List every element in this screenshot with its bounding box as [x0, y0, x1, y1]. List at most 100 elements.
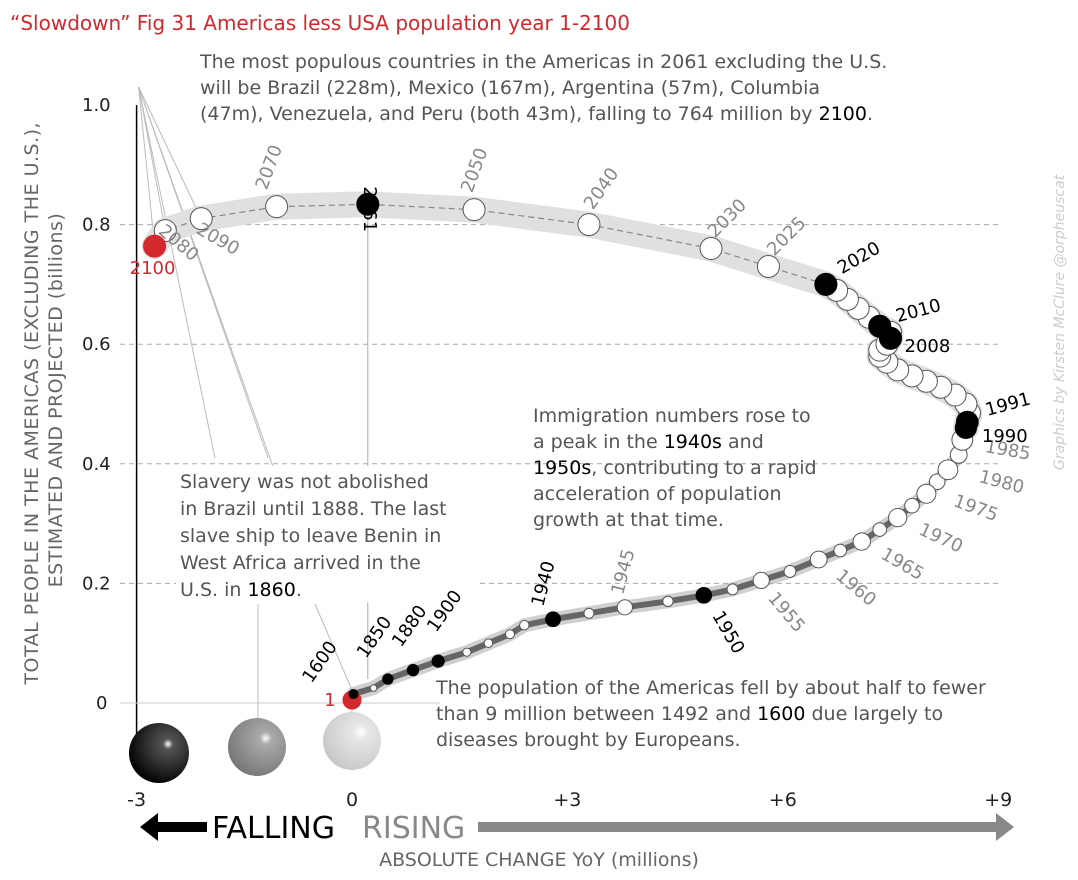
year-label-1991: 1991	[983, 389, 1033, 421]
rising-label: RISING	[362, 811, 465, 846]
year-label-2040: 2040	[580, 164, 623, 214]
point-2030	[699, 237, 723, 261]
point-1960	[809, 550, 828, 569]
trajectory-dot	[783, 565, 797, 578]
point-2061	[356, 192, 380, 216]
annotation-slavery-line-1: Slavery was not abolished	[180, 471, 429, 493]
annotation-slavery-line-3: slave ship to leave Benin in	[180, 525, 441, 547]
year-label-2010: 2010	[894, 295, 944, 327]
annotation-2061-tail: .	[867, 103, 873, 125]
trajectory-dot	[872, 522, 888, 537]
y-tick-labels: 0 0.2 0.4 0.6 0.8 1.0	[82, 95, 111, 714]
leader-line-2	[138, 86, 156, 247]
rising-arrow	[478, 813, 1014, 841]
year-label-1980: 1980	[977, 466, 1027, 498]
y-tick-0.2: 0.2	[82, 573, 111, 594]
annotation-slavery: Slavery was not abolished in Brazil unti…	[180, 471, 453, 601]
year-label-1945: 1945	[607, 547, 639, 597]
y-tick-0.4: 0.4	[82, 454, 111, 475]
point-1975	[916, 483, 937, 504]
data-points	[143, 192, 981, 710]
annotation-slavery-line-4: West Africa arrived in the	[180, 552, 421, 574]
annotation-immigration: Immigration numbers rose to a peak in th…	[533, 405, 823, 531]
x-tick-+3: +3	[553, 789, 581, 811]
year-label-2070: 2070	[252, 142, 287, 192]
annotation-immigration-line-1: Immigration numbers rose to	[533, 405, 811, 427]
year-label-1970: 1970	[916, 519, 966, 557]
point-1600	[348, 689, 359, 700]
annotation-2061-line-3: (47m), Venezuela, and Peru (both 43m), f…	[200, 103, 819, 125]
trajectory-dot	[928, 473, 946, 491]
y-tick-0.8: 0.8	[82, 215, 111, 236]
year-label-1990: 1990	[982, 426, 1028, 447]
y-axis-label: TOTAL PEOPLE IN THE AMERICAS (EXCLUDING …	[21, 115, 67, 685]
year-label-2025: 2025	[763, 213, 810, 260]
annotation-slavery-tail: .	[296, 579, 302, 601]
trajectory-dot	[462, 647, 472, 657]
x-tick-0: 0	[346, 789, 358, 811]
trajectory-dot	[904, 497, 920, 514]
leader-to-light-ball	[314, 603, 353, 691]
annotation-population-fell: The population of the Americas fell by a…	[435, 677, 992, 751]
point-1850	[382, 673, 394, 685]
point-2090	[189, 207, 213, 231]
year-label-2061: 2061	[359, 186, 380, 232]
annotation-slavery-highlight: 1860	[247, 579, 295, 601]
point-1880	[406, 663, 420, 677]
credit: Graphics by Kirsten McClure @orpheuscat	[1052, 174, 1068, 470]
point-1945	[616, 599, 633, 616]
y-axis-label-line-1: TOTAL PEOPLE IN THE AMERICAS (EXCLUDING …	[21, 122, 43, 686]
y-tick-1.0: 1.0	[82, 95, 111, 116]
legend-balls	[129, 712, 381, 783]
point-2070	[265, 195, 289, 219]
year-label-2100: 2100	[130, 258, 176, 279]
year-label-2008: 2008	[905, 336, 951, 357]
year-label-2020: 2020	[834, 238, 884, 279]
point-1965	[852, 532, 871, 551]
legend-ball-black	[129, 723, 189, 783]
point-2020	[814, 272, 838, 296]
x-axis-label: ABSOLUTE CHANGE YoY (millions)	[379, 849, 699, 871]
trajectory-dot	[504, 629, 515, 640]
year-label-1: 1	[324, 690, 335, 711]
chart-title: “Slowdown” Fig 31 Americas less USA popu…	[10, 11, 630, 35]
x-tick-labels: -3 0 +3 +6 +9	[127, 789, 1012, 811]
falling-label: FALLING	[212, 811, 335, 846]
point-1940	[545, 611, 561, 628]
x-tick-+6: +6	[769, 789, 797, 811]
trajectory-dot	[583, 607, 595, 619]
point-1950	[695, 587, 713, 604]
falling-arrow	[140, 813, 207, 841]
leader-line-3	[138, 86, 216, 459]
trajectory-dot	[662, 595, 674, 608]
point-2050	[462, 198, 486, 222]
point-2025	[756, 254, 780, 278]
legend-ball-light	[323, 712, 381, 770]
point-2040	[577, 213, 601, 237]
trajectory-band-upper	[141, 191, 983, 441]
point-2010	[868, 314, 892, 338]
annotation-2061-line-1: The most populous countries in the Ameri…	[199, 51, 887, 73]
annotation-slavery-line-2: in Brazil until 1888. The last	[180, 498, 447, 520]
point-1955	[752, 571, 770, 590]
trajectory-dot	[369, 684, 378, 692]
trajectory-dot	[483, 638, 494, 649]
annotation-leader-lines	[138, 86, 353, 718]
point-1991	[956, 410, 979, 434]
year-label-2050: 2050	[457, 145, 492, 195]
legend-ball-grey	[228, 718, 286, 776]
trajectory-dot	[519, 620, 530, 631]
annotation-2061-countries: The most populous countries in the Ameri…	[199, 51, 893, 125]
annotation-2061-highlight: 2100	[819, 103, 867, 125]
y-tick-0: 0	[96, 693, 107, 714]
point-2100	[143, 234, 167, 258]
year-label-1965: 1965	[877, 544, 927, 585]
year-label-1975: 1975	[951, 491, 1001, 526]
trajectory-dashed-upper	[154, 203, 827, 285]
year-label-1600: 1600	[298, 637, 341, 687]
x-tick-+9: +9	[984, 789, 1012, 811]
point-1900	[431, 654, 445, 668]
annotation-slavery-bg	[176, 466, 476, 602]
year-label-2030: 2030	[704, 195, 751, 242]
trajectory-dot	[833, 543, 848, 558]
